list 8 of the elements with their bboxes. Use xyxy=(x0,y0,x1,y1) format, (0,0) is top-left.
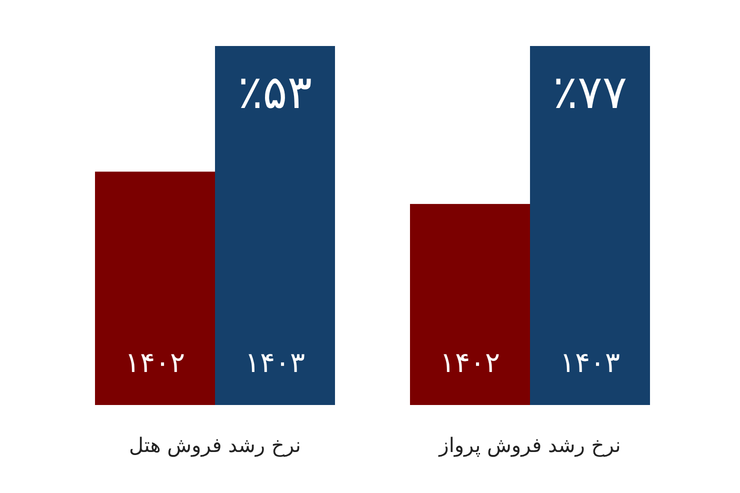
x-tick-label: ۱۴۰۳ xyxy=(560,346,620,379)
annotation: ٪۵۳ xyxy=(238,65,312,119)
x-tick-label: ۱۴۰۳ xyxy=(244,346,306,379)
x-tick-label: ۱۴۰۲ xyxy=(124,346,186,379)
x-tick-label: ۱۴۰۲ xyxy=(440,346,500,379)
text: نرخ رشد فروش پرواز xyxy=(438,433,621,457)
text: نرخ رشد فروش هتل xyxy=(129,433,301,457)
annotation: ٪۷۷ xyxy=(552,65,628,119)
